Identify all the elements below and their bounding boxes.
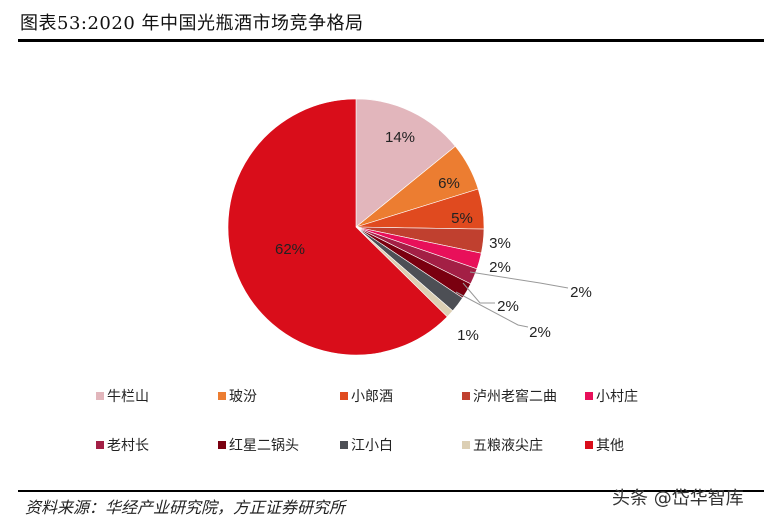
legend-item: 牛栏山 xyxy=(96,386,149,406)
legend-item: 老村长 xyxy=(96,435,149,455)
legend-label: 小村庄 xyxy=(596,389,638,405)
watermark: 头条 @岱华智库 xyxy=(612,488,744,509)
slice-label: 6% xyxy=(438,175,460,192)
source-rule xyxy=(18,490,764,492)
slice-label: 5% xyxy=(451,210,473,227)
leader-line xyxy=(469,271,569,289)
legend-item: 江小白 xyxy=(340,435,393,455)
legend-swatch xyxy=(462,392,470,400)
slice-label: 2% xyxy=(489,259,511,276)
legend-item: 小郎酒 xyxy=(340,386,393,406)
leader-line xyxy=(462,282,495,304)
pie-slice xyxy=(355,98,456,228)
legend-label: 红星二锅头 xyxy=(229,438,299,454)
legend-label: 牛栏山 xyxy=(107,389,149,405)
slice-label: 2% xyxy=(529,324,551,341)
legend-swatch xyxy=(96,392,104,400)
legend-label: 五粮液尖庄 xyxy=(473,438,543,454)
slice-label: 3% xyxy=(489,235,511,252)
pie-slice xyxy=(227,98,448,356)
legend-label: 江小白 xyxy=(351,438,393,454)
legend-swatch xyxy=(218,392,226,400)
slice-label: 1% xyxy=(457,327,479,344)
legend-swatch xyxy=(340,441,348,449)
source-note: 资料来源：华经产业研究院，方正证券研究所 xyxy=(25,498,346,517)
legend-label: 泸州老窖二曲 xyxy=(473,389,557,405)
legend-item: 玻汾 xyxy=(218,386,257,406)
legend-label: 玻汾 xyxy=(229,389,257,405)
legend-item: 其他 xyxy=(585,435,624,455)
leader-lines xyxy=(455,271,569,328)
legend-item: 小村庄 xyxy=(585,386,638,406)
legend-item: 五粮液尖庄 xyxy=(462,435,543,455)
legend-item: 泸州老窖二曲 xyxy=(462,386,557,406)
leader-line xyxy=(455,291,529,328)
legend-swatch xyxy=(585,392,593,400)
slice-label: 2% xyxy=(497,298,519,315)
legend-label: 老村长 xyxy=(107,438,149,454)
slice-label: 62% xyxy=(275,241,305,258)
legend-label: 其他 xyxy=(596,438,624,454)
legend-label: 小郎酒 xyxy=(351,389,393,405)
title-rule xyxy=(18,39,764,42)
pie-slices xyxy=(227,98,485,356)
data-labels: 14% 6% 5% 3% 2% 2% 2% 2% 1% 62% xyxy=(275,129,592,344)
chart-title: 图表53:2020 年中国光瓶酒市场竞争格局 xyxy=(20,13,364,34)
pie-chart: 14% 6% 5% 3% 2% 2% 2% 2% 1% 62% xyxy=(227,98,592,356)
legend-swatch xyxy=(340,392,348,400)
legend-swatch xyxy=(96,441,104,449)
legend-swatch xyxy=(462,441,470,449)
legend-swatch xyxy=(585,441,593,449)
legend-swatch xyxy=(218,441,226,449)
legend-item: 红星二锅头 xyxy=(218,435,299,455)
slice-label: 2% xyxy=(570,284,592,301)
slice-label: 14% xyxy=(385,129,415,146)
